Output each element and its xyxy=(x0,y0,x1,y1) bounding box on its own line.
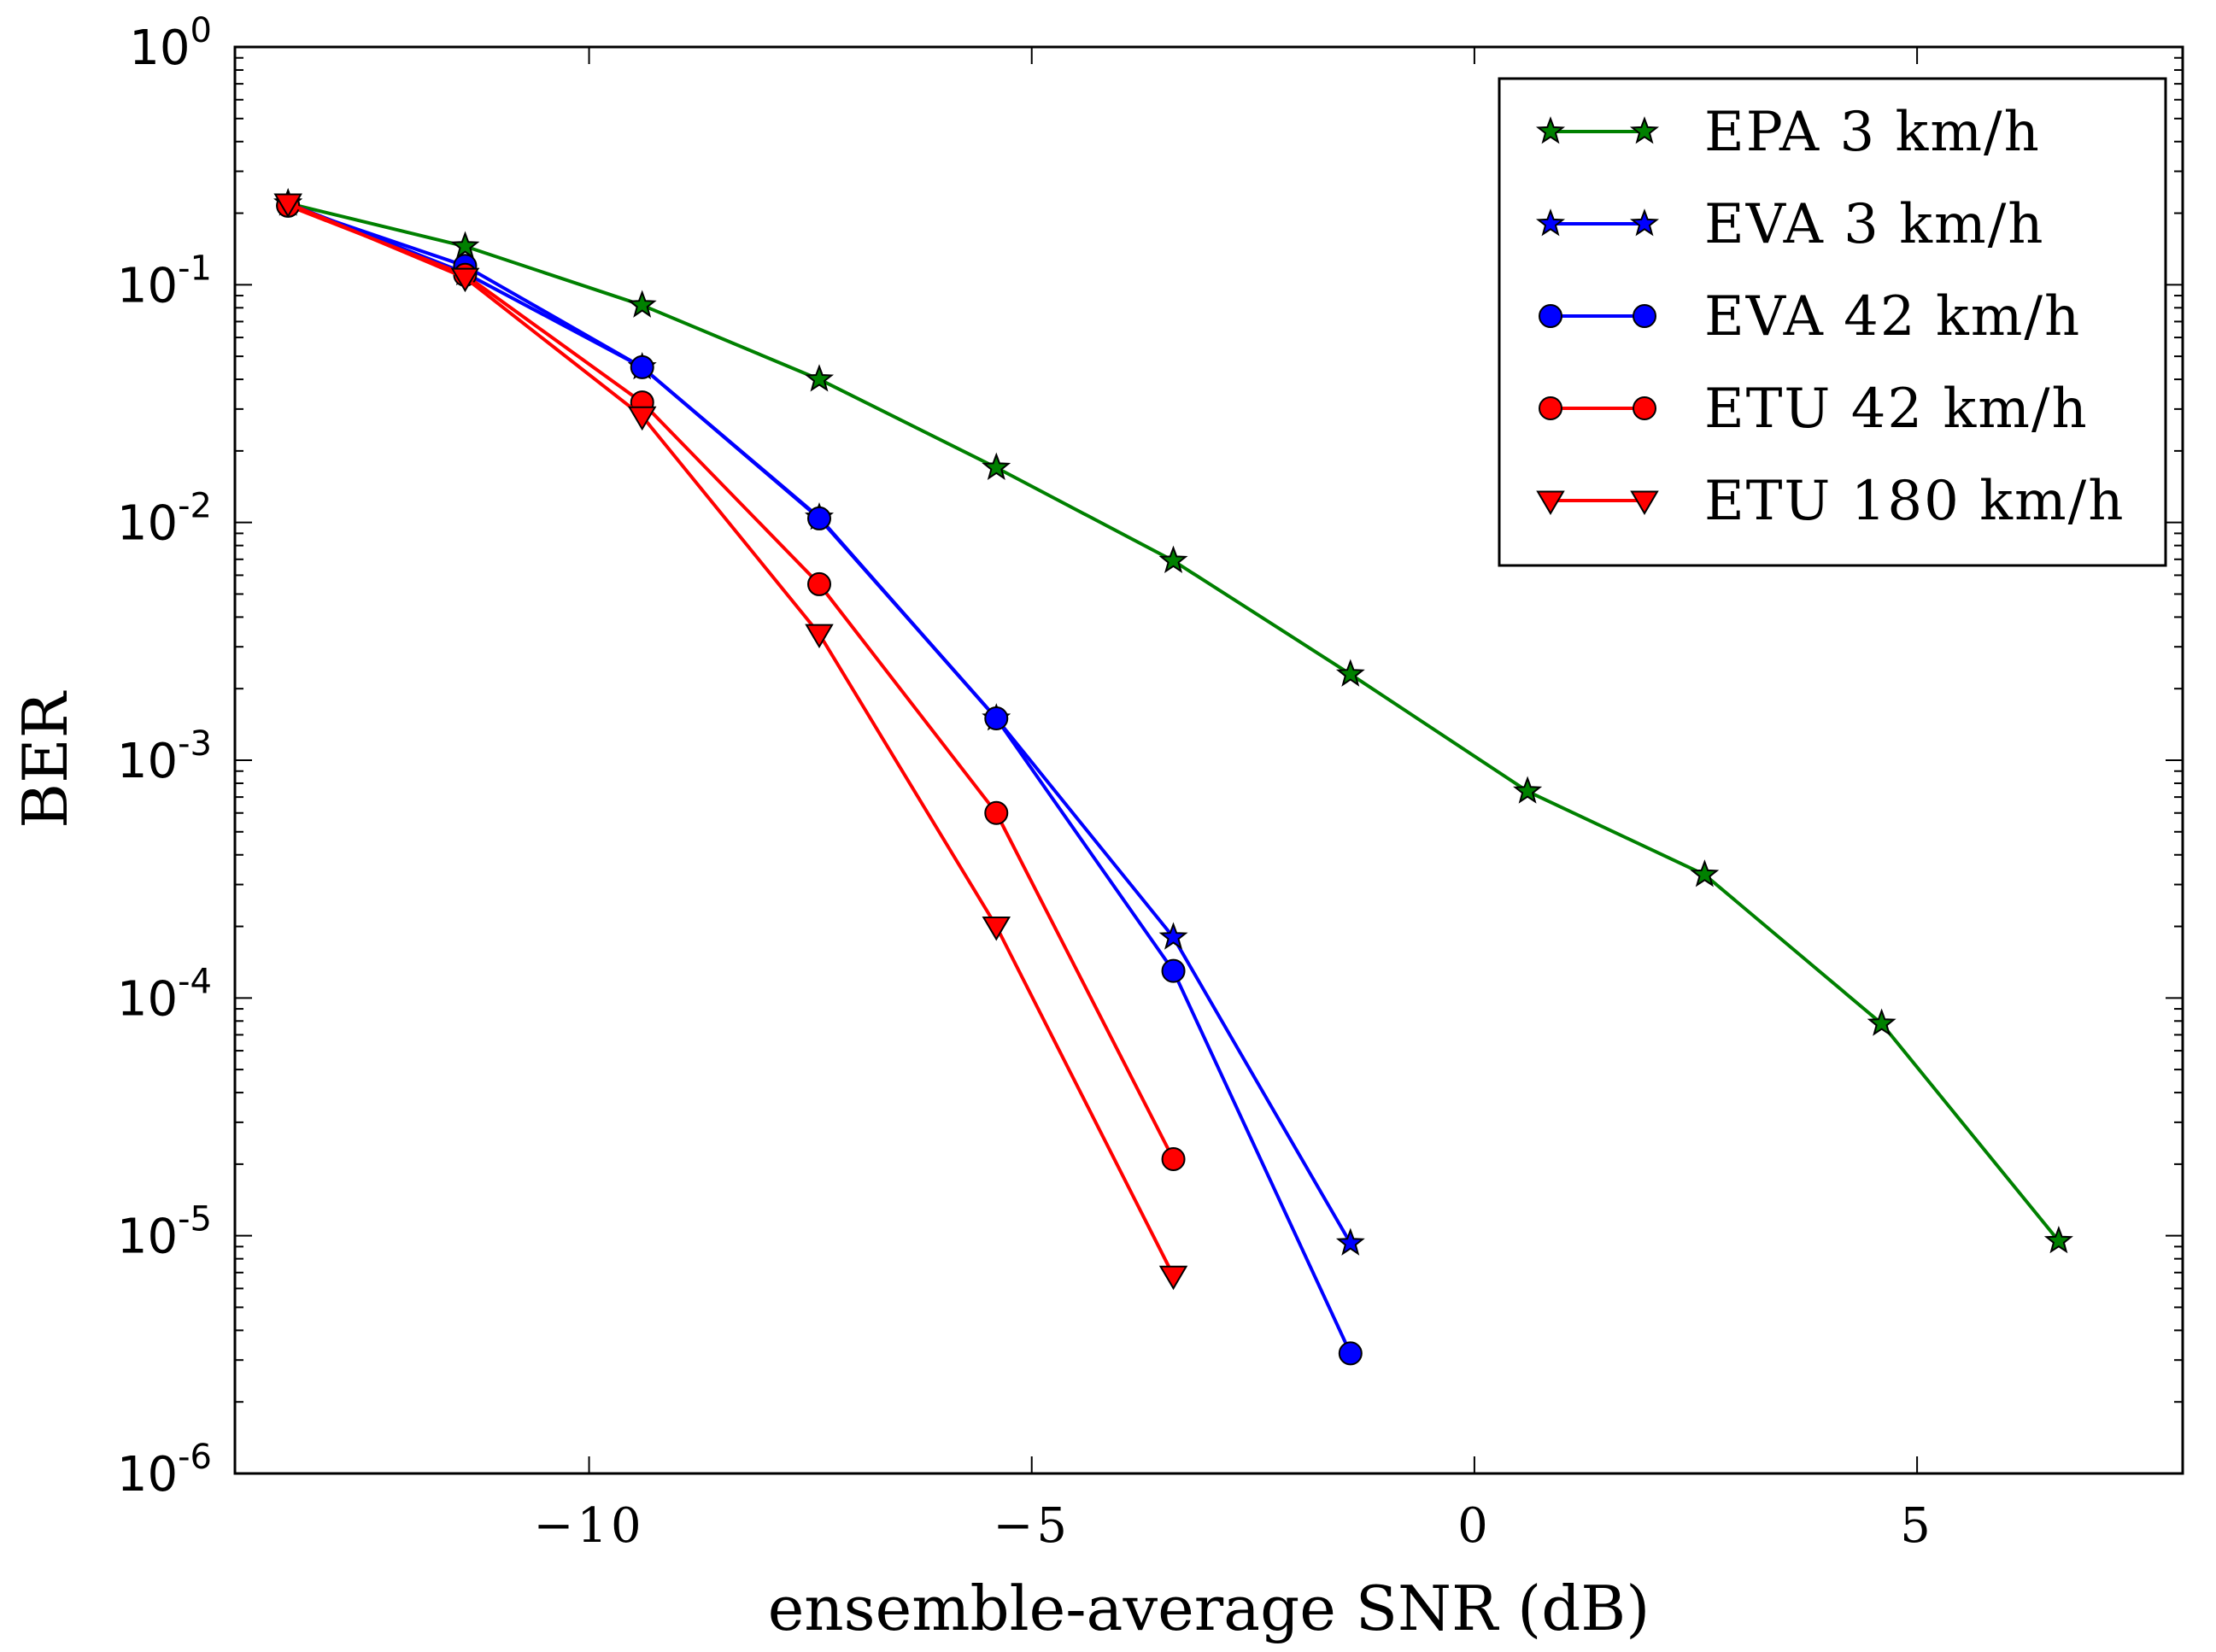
legend-marker xyxy=(1633,304,1656,328)
legend: EPA 3 km/h EVA 3 km/h EVA 42 km/h ETU 42 km… xyxy=(1498,77,2167,567)
data-point xyxy=(807,506,831,530)
legend-label: EVA 42 km/h xyxy=(1704,285,2081,349)
legend-marker xyxy=(1539,304,1562,328)
y-tick-label: 10-5 xyxy=(117,1200,212,1265)
data-point xyxy=(1867,1008,1896,1036)
legend-marker xyxy=(1536,490,1565,515)
series-4 xyxy=(273,193,1188,1291)
data-point xyxy=(984,706,1009,730)
legend-marker xyxy=(1633,396,1656,420)
legend-label: ETU 42 km/h xyxy=(1704,378,2089,441)
y-axis: 100 10-1 10-2 10-3 10-4 10-5 10-6 xyxy=(117,11,2183,1503)
legend-marker xyxy=(1629,208,1660,237)
legend-marker xyxy=(1629,116,1660,144)
x-axis-label: ensemble-average SNR (dB) xyxy=(768,1573,1650,1644)
x-tick-label: −10 xyxy=(533,1498,644,1554)
x-tick-label: 5 xyxy=(1900,1498,1934,1554)
data-point xyxy=(805,624,834,649)
data-point xyxy=(1161,958,1186,983)
data-point xyxy=(450,267,480,293)
data-point xyxy=(1513,776,1543,804)
data-point xyxy=(1335,659,1365,687)
data-point xyxy=(1338,1341,1363,1366)
data-point xyxy=(1161,1146,1186,1171)
y-tick-label: 10-6 xyxy=(117,1438,212,1503)
y-tick-label: 10-4 xyxy=(117,962,212,1027)
x-tick-label: 0 xyxy=(1457,1498,1492,1554)
legend-item: EPA 3 km/h xyxy=(1535,101,2041,164)
data-point xyxy=(984,800,1009,825)
series-line xyxy=(287,203,1175,1160)
x-axis: −10 −5 0 5 xyxy=(533,47,1934,1554)
data-point xyxy=(807,571,831,596)
y-tick-label: 10-3 xyxy=(117,724,212,789)
data-point xyxy=(804,364,835,392)
legend-item: EVA 42 km/h xyxy=(1539,285,2081,349)
data-point xyxy=(630,354,654,379)
legend-label: ETU 180 km/h xyxy=(1704,470,2125,533)
data-point xyxy=(627,406,657,431)
legend-marker xyxy=(1539,396,1562,420)
legend-marker xyxy=(1535,116,1566,144)
y-axis-label: BER xyxy=(9,690,81,828)
data-point xyxy=(1158,922,1188,950)
data-point xyxy=(982,917,1011,941)
series-layer xyxy=(273,188,2073,1366)
data-point xyxy=(273,193,302,218)
data-point xyxy=(1690,859,1720,888)
data-point xyxy=(2043,1226,2073,1254)
legend-marker xyxy=(1630,490,1659,515)
legend-item: EVA 3 km/h xyxy=(1535,193,2044,256)
legend-item: ETU 180 km/h xyxy=(1536,470,2125,533)
y-tick-label: 100 xyxy=(129,11,212,76)
y-tick-label: 10-2 xyxy=(117,487,212,552)
legend-label: EVA 3 km/h xyxy=(1704,193,2044,256)
x-tick-label: −5 xyxy=(993,1498,1070,1554)
data-point xyxy=(1158,1265,1188,1291)
data-point xyxy=(1158,545,1188,574)
legend-box xyxy=(1498,77,2167,567)
data-point xyxy=(627,290,657,318)
data-point xyxy=(1335,1227,1365,1256)
data-point xyxy=(982,452,1011,481)
legend-label: EPA 3 km/h xyxy=(1704,101,2041,164)
legend-item: ETU 42 km/h xyxy=(1539,378,2089,441)
legend-marker xyxy=(1535,208,1566,237)
y-tick-label: 10-1 xyxy=(117,249,212,313)
series-line xyxy=(287,202,1175,1277)
data-point xyxy=(450,231,480,259)
